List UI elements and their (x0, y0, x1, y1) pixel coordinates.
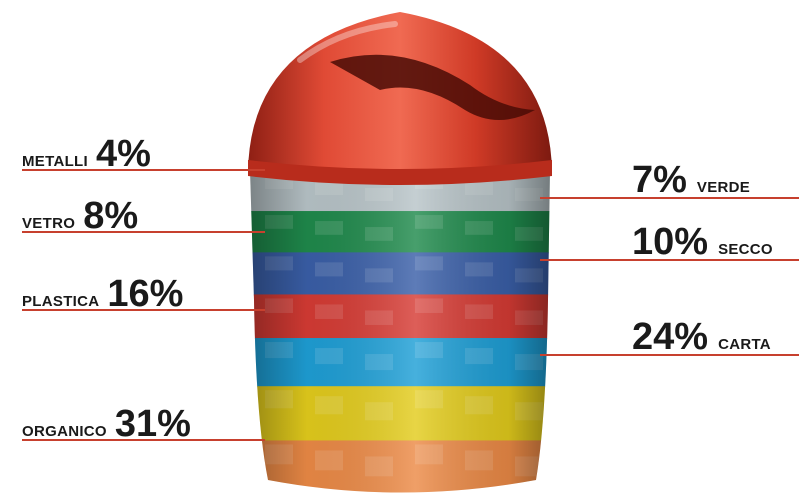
category-percent: 24% (632, 316, 708, 358)
category-name: PLASTICA (22, 293, 99, 310)
label-plastica: PLASTICA 16% (22, 273, 265, 315)
label-organico: ORGANICO 31% (22, 403, 265, 445)
category-percent: 7% (632, 159, 687, 201)
label-vetro: VETRO 8% (22, 195, 265, 237)
bin-shading (250, 170, 550, 493)
waste-bin-illustration (248, 12, 552, 493)
category-percent: 8% (83, 195, 138, 237)
category-percent: 31% (115, 403, 191, 445)
category-name: METALLI (22, 153, 88, 170)
bin-lid (248, 12, 552, 185)
category-name: SECCO (718, 241, 773, 258)
label-verde: 7% VERDE (540, 159, 799, 201)
category-name: VETRO (22, 215, 75, 232)
label-secco: 10% SECCO (540, 221, 799, 263)
category-name: ORGANICO (22, 423, 107, 440)
label-metalli: METALLI 4% (22, 133, 265, 175)
category-percent: 16% (107, 273, 183, 315)
category-percent: 10% (632, 221, 708, 263)
category-percent: 4% (96, 133, 151, 175)
category-name: VERDE (697, 179, 750, 196)
category-name: CARTA (718, 336, 771, 353)
category-labels: METALLI 4% 7% VERDE VETRO 8% 10% SECCO PLASTICA 1… (22, 133, 799, 445)
label-carta: 24% CARTA (540, 316, 799, 358)
